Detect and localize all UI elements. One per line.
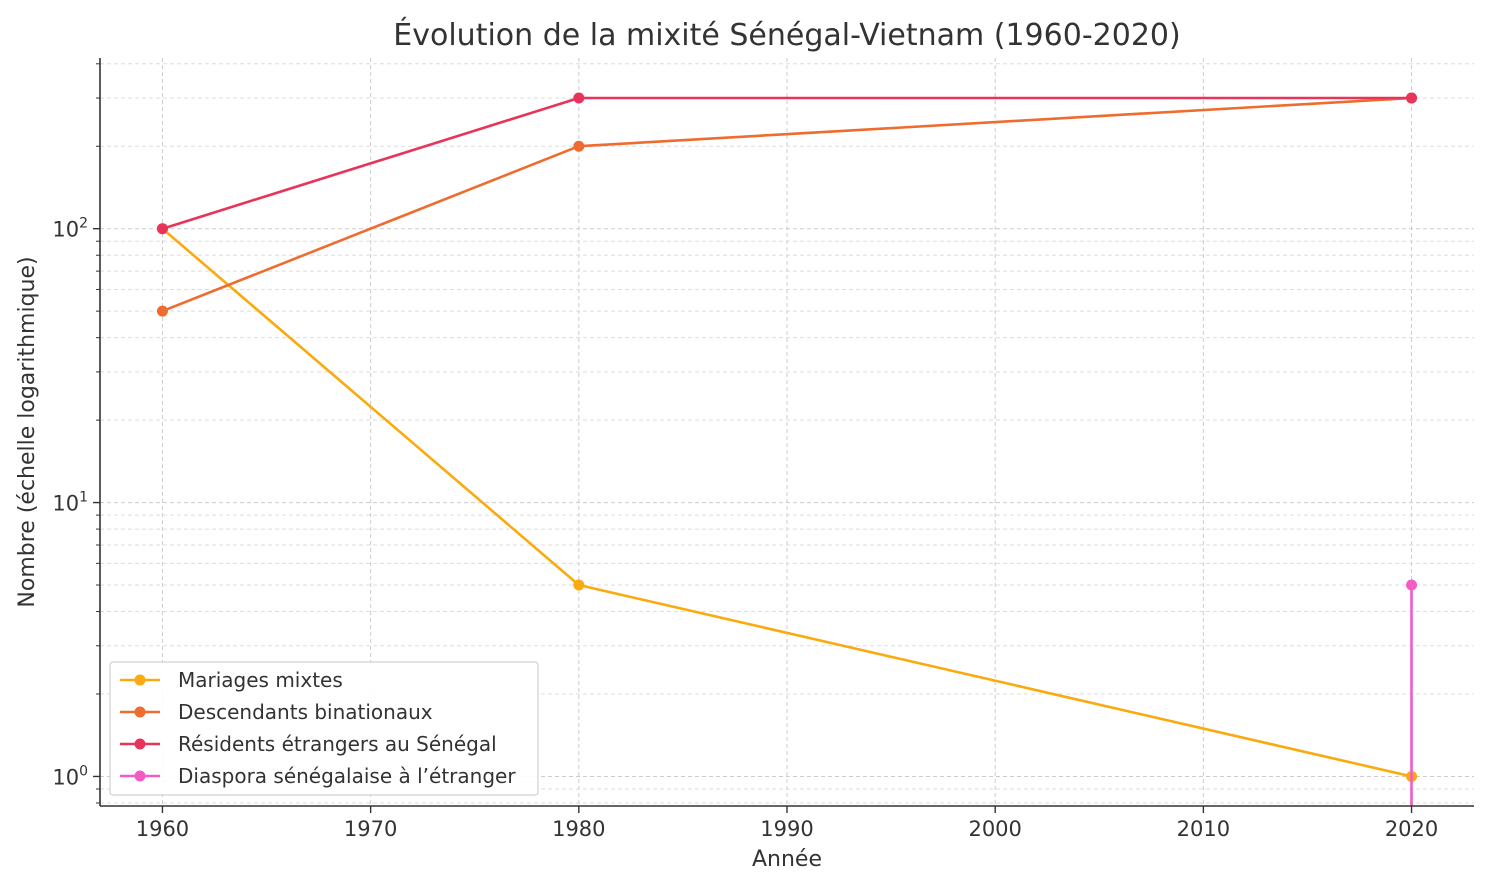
x-tick-label: 2000 (968, 817, 1021, 841)
y-tick-label: 100 (52, 763, 88, 789)
legend-label: Mariages mixtes (178, 668, 343, 692)
legend-swatch-marker (134, 674, 146, 686)
x-tick-label: 1970 (344, 817, 397, 841)
legend-swatch-marker (134, 770, 146, 782)
grid (100, 58, 1474, 806)
x-tick-label: 1990 (760, 817, 813, 841)
data-point (573, 140, 585, 152)
legend: Mariages mixtes Descendants binationaux Ré… (109, 661, 539, 796)
x-ticks: 1960 1970 1980 1990 2000 2010 2020 (136, 806, 1438, 841)
data-point (1406, 92, 1418, 104)
data-point (1406, 579, 1418, 591)
x-tick-label: 1960 (136, 817, 189, 841)
data-point (156, 223, 168, 235)
data-point (156, 305, 168, 317)
legend-swatch-marker (134, 706, 146, 718)
legend-label: Descendants binationaux (178, 700, 433, 724)
y-tick-label: 102 (52, 216, 88, 242)
y-tick-label: 101 (52, 490, 88, 516)
x-axis-label: Année (752, 847, 822, 872)
legend-label: Résidents étrangers au Sénégal (178, 732, 497, 756)
data-point (573, 579, 585, 591)
y-ticks: 100 101 102 (52, 63, 100, 804)
legend-label: Diaspora sénégalaise à l’étranger (178, 764, 516, 788)
data-point (573, 92, 585, 104)
x-tick-label: 1980 (552, 817, 605, 841)
plot-area (156, 92, 1418, 806)
y-axis-label: Nombre (échelle logarithmique) (15, 256, 40, 607)
x-tick-label: 2020 (1385, 817, 1438, 841)
chart-title: Évolution de la mixité Sénégal-Vietnam (… (393, 17, 1180, 53)
x-tick-label: 2010 (1177, 817, 1230, 841)
legend-swatch-marker (134, 738, 146, 750)
legend-box (109, 661, 539, 796)
